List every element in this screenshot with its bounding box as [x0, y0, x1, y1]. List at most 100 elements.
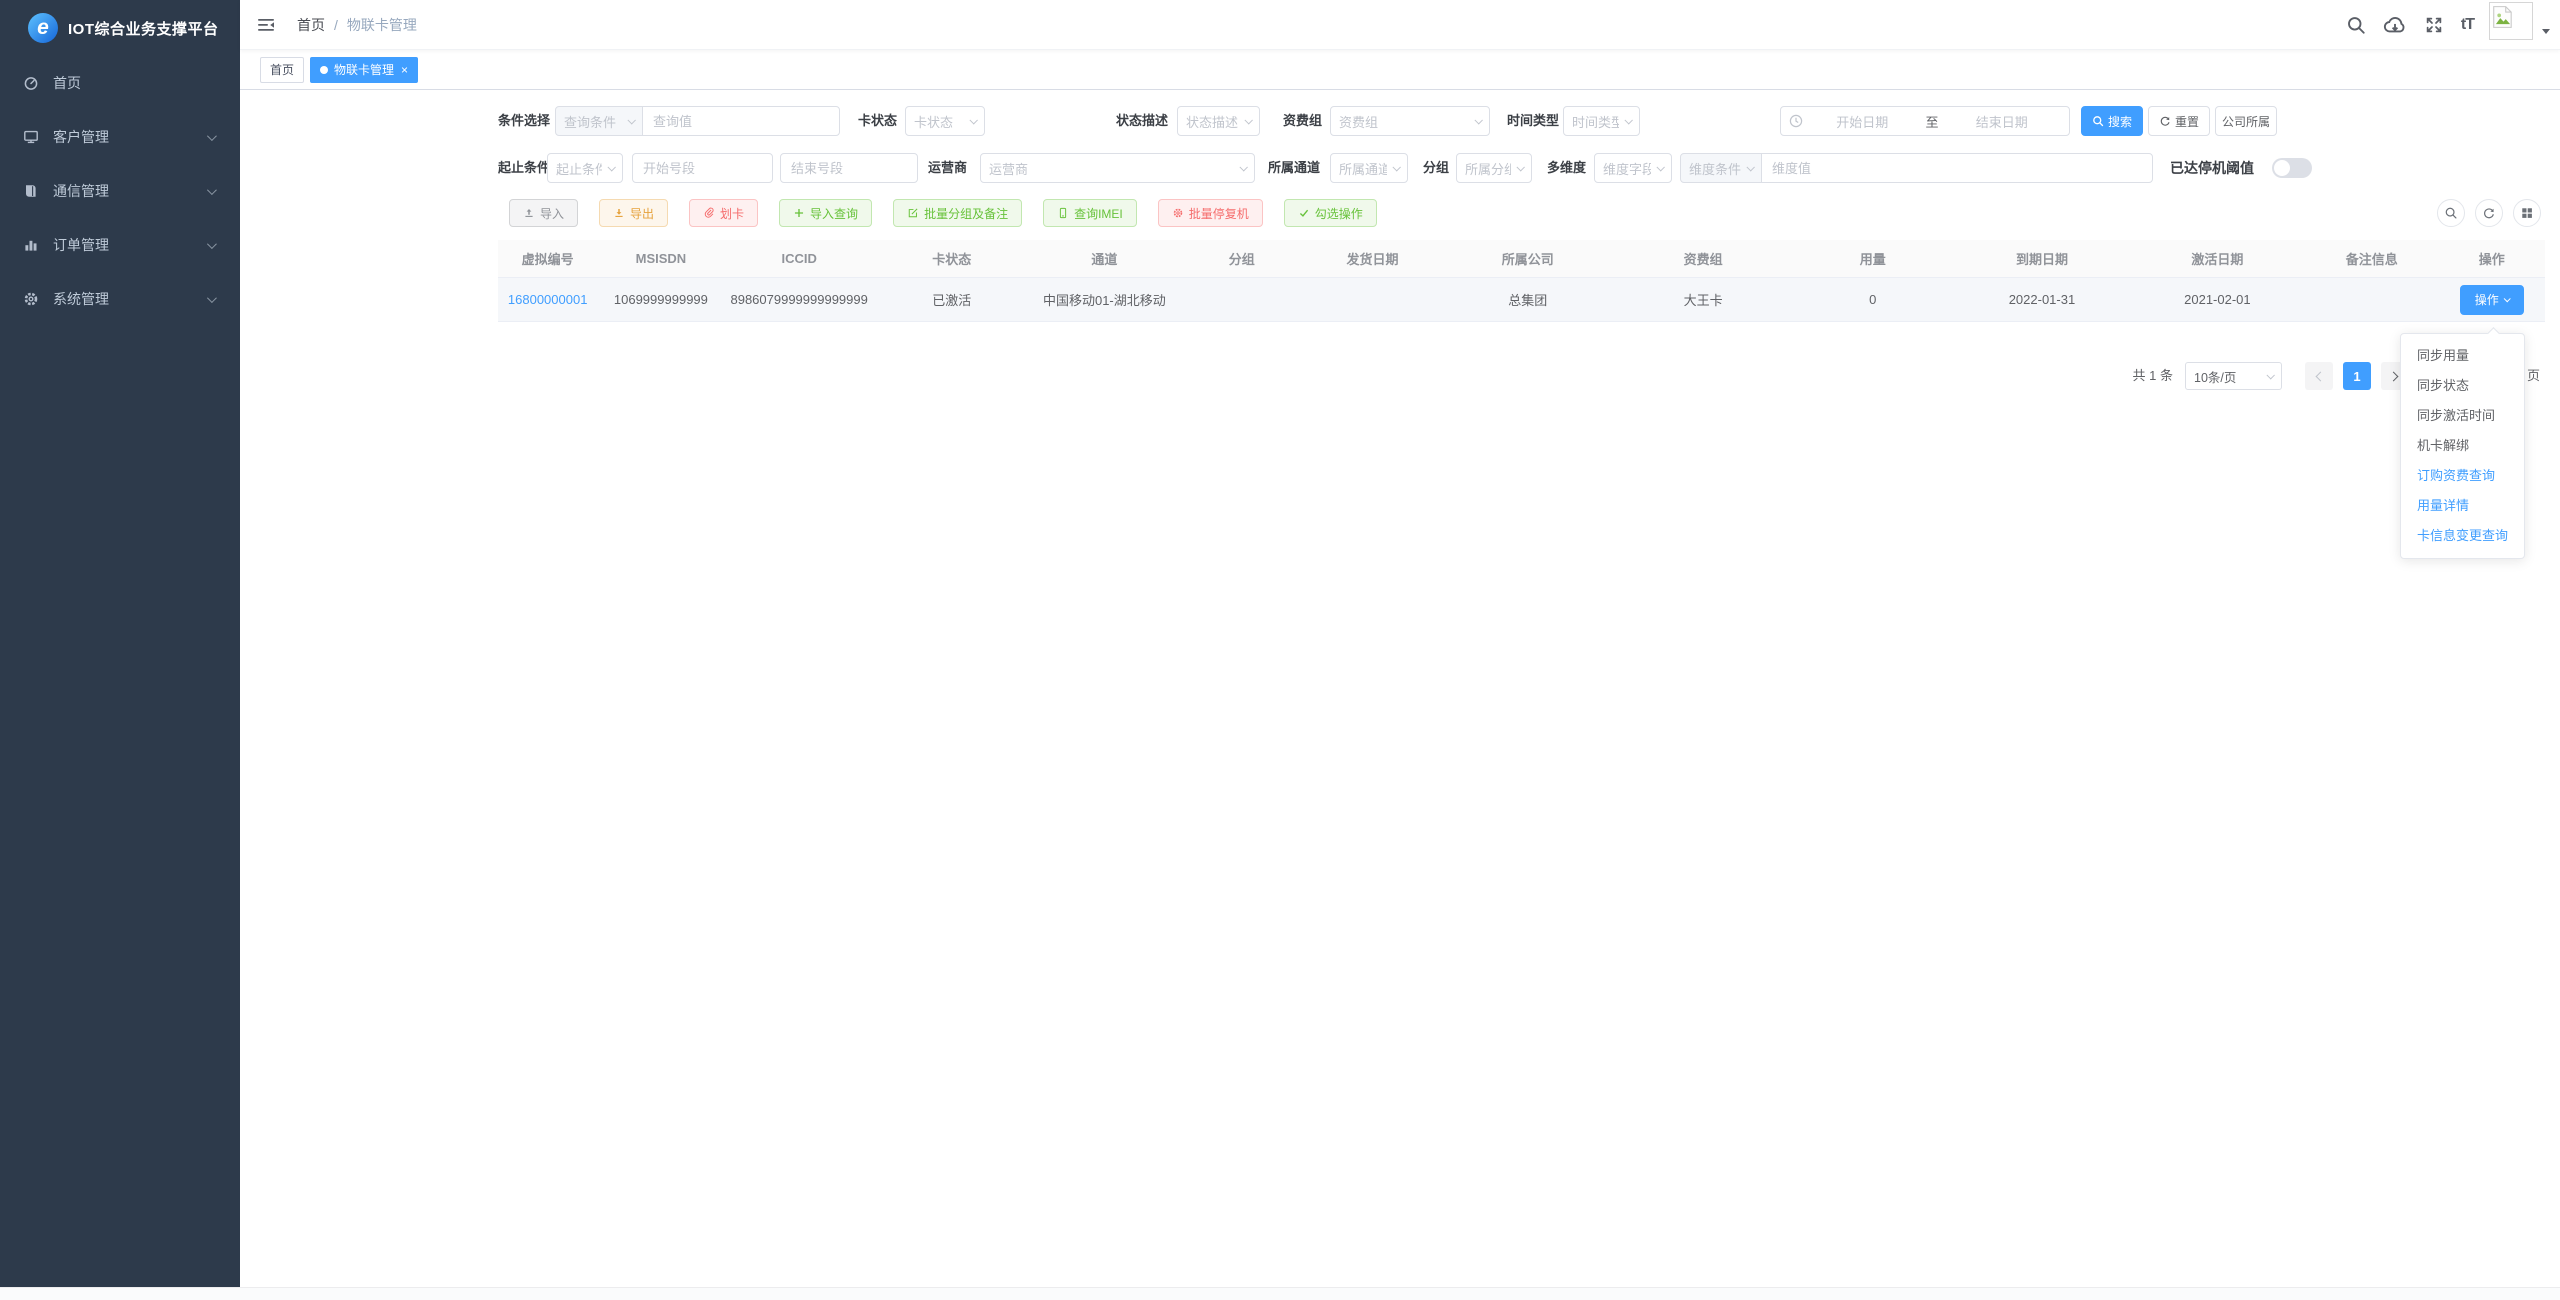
query-condition-select[interactable]: 查询条件	[555, 106, 643, 136]
sidebar-toggle-icon[interactable]	[257, 16, 275, 34]
action-button-label: 操作	[2474, 293, 2499, 307]
reset-button[interactable]: 重置	[2148, 106, 2210, 136]
operator-select[interactable]: 运营商	[980, 153, 1255, 183]
menu-item-usage-detail[interactable]: 用量详情	[2417, 498, 2470, 513]
fee-group-select[interactable]: 资费组	[1330, 106, 1490, 136]
monitor-icon	[24, 130, 38, 144]
row-action-dropdown: 同步用量 同步状态 同步激活时间 机卡解绑 订购资费查询 用量详情 卡信息变更查…	[2400, 327, 2525, 559]
tab-home[interactable]: 首页	[260, 56, 305, 83]
assign-card-button[interactable]: 划卡	[689, 199, 759, 227]
check-icon	[1299, 209, 1308, 217]
search-icon[interactable]	[2346, 15, 2366, 35]
sidebar-item-system-mgmt[interactable]: 系统管理	[0, 272, 240, 326]
start-number-input[interactable]	[632, 153, 773, 183]
chevron-down-icon	[1392, 163, 1401, 172]
range-condition-select[interactable]: 起止条件	[547, 153, 623, 183]
threshold-toggle[interactable]	[2272, 158, 2312, 178]
breadcrumb: 首页 / 物联卡管理	[297, 0, 417, 50]
batch-group-remark-button[interactable]: 批量分组及备注	[893, 199, 1023, 227]
channel-select[interactable]: 所属通道	[1330, 153, 1408, 183]
import-query-button[interactable]: 导入查询	[779, 199, 873, 227]
sidebar-item-label: 通信管理	[53, 183, 109, 199]
font-size-icon[interactable]: tT	[2460, 16, 2475, 33]
date-range-input[interactable]: 开始日期 至 结束日期	[1780, 106, 2070, 136]
time-type-select[interactable]: 时间类型	[1563, 106, 1640, 136]
iccid-cell: 8986079999999999999	[730, 292, 868, 307]
select-placeholder: 时间类型	[1572, 114, 1619, 130]
cloud-download-icon[interactable]	[2383, 13, 2407, 37]
batch-suspend-resume-button[interactable]: 批量停复机	[1157, 199, 1263, 227]
action-button-row: 导入 导出 划卡 导入查询 批量分组及备注 查询IMEI	[498, 199, 2545, 227]
group-select[interactable]: 所属分组	[1456, 153, 1532, 183]
jump-page-suffix: 页	[2526, 368, 2540, 383]
book-icon	[26, 185, 36, 197]
clock-icon	[1789, 114, 1803, 128]
dim-field-select[interactable]: 维度字段	[1594, 153, 1672, 183]
sidebar-item-customer-mgmt[interactable]: 客户管理	[0, 110, 240, 164]
check-operation-button[interactable]: 勾选操作	[1283, 199, 1377, 227]
chevron-left-icon	[2315, 371, 2326, 381]
menu-item-unbind-device[interactable]: 机卡解绑	[2417, 438, 2470, 453]
caret-down-icon[interactable]	[2542, 28, 2550, 34]
status-desc-label: 状态描述	[1116, 113, 1169, 128]
query-imei-button[interactable]: 查询IMEI	[1043, 199, 1137, 227]
select-placeholder: 起止条件	[556, 161, 602, 177]
operator-label: 运营商	[928, 160, 968, 175]
logo-icon: e	[28, 13, 58, 43]
column-header: 资费组	[1683, 252, 1723, 267]
row-action-button[interactable]: 操作	[2459, 284, 2524, 315]
status-desc-select[interactable]: 状态描述	[1177, 106, 1260, 136]
horizontal-scrollbar[interactable]	[0, 1287, 2560, 1300]
button-label: 批量分组及备注	[924, 206, 1009, 221]
menu-item-sync-activation-time[interactable]: 同步激活时间	[2417, 408, 2496, 423]
button-label: 划卡	[720, 206, 745, 221]
sidebar-item-comm-mgmt[interactable]: 通信管理	[0, 164, 240, 218]
menu-item-card-info-change-query[interactable]: 卡信息变更查询	[2417, 528, 2509, 543]
select-placeholder: 运营商	[989, 161, 1029, 177]
table-refresh-button[interactable]	[2475, 199, 2503, 227]
import-button[interactable]: 导入	[509, 199, 579, 227]
menu-item-sync-status[interactable]: 同步状态	[2417, 378, 2470, 393]
table-search-button[interactable]	[2437, 199, 2465, 227]
close-icon[interactable]: ×	[401, 62, 409, 77]
dim-condition-select[interactable]: 维度条件	[1680, 153, 1762, 183]
page-number-1[interactable]: 1	[2343, 362, 2371, 390]
sidebar-item-home[interactable]: 首页	[0, 56, 240, 110]
prev-page-button[interactable]	[2305, 362, 2333, 390]
menu-item-sync-usage[interactable]: 同步用量	[2417, 348, 2470, 363]
condition-select-label: 条件选择	[498, 113, 551, 128]
query-value-input[interactable]	[642, 106, 840, 136]
filter-row-1: 条件选择 查询条件 卡状态 卡状态 状态描述 状态描述 资费组 资费组 时间类型…	[498, 106, 2545, 136]
expire-date-cell: 2022-01-31	[2008, 292, 2076, 307]
card-status-select[interactable]: 卡状态	[905, 106, 985, 136]
avatar[interactable]	[2489, 2, 2533, 40]
tab-iot-card-mgmt[interactable]: 物联卡管理 ×	[310, 56, 419, 83]
channel-label: 所属通道	[1268, 160, 1321, 175]
chevron-down-icon	[1624, 116, 1633, 125]
virtual-id-link[interactable]: 16800000001	[507, 292, 588, 307]
chevron-down-icon	[206, 184, 217, 195]
date-to-label: 至	[1925, 114, 1939, 130]
tab-label: 物联卡管理	[334, 63, 395, 77]
sidebar-item-order-mgmt[interactable]: 订单管理	[0, 218, 240, 272]
top-navbar: 首页 / 物联卡管理 tT	[240, 0, 2560, 50]
page-size-select[interactable]: 10条/页	[2185, 362, 2282, 390]
refresh-icon	[2160, 116, 2170, 126]
column-header: ICCID	[781, 251, 817, 266]
menu-item-fee-order-query[interactable]: 订购资费查询	[2417, 468, 2496, 483]
column-settings-button[interactable]	[2513, 199, 2541, 227]
select-placeholder: 所属通道	[1339, 161, 1387, 177]
dim-value-input[interactable]	[1761, 153, 2153, 183]
search-button[interactable]: 搜索	[2081, 106, 2143, 136]
company-filter-button[interactable]: 公司所属	[2215, 106, 2277, 136]
column-header: MSISDN	[635, 251, 687, 266]
reset-button-label: 重置	[2174, 114, 2199, 129]
table-row: 16800000001 1069999999999 89860799999999…	[498, 278, 2545, 322]
breadcrumb-home[interactable]: 首页	[297, 17, 325, 33]
fullscreen-icon[interactable]	[2424, 15, 2444, 35]
chevron-down-icon	[1746, 163, 1755, 172]
column-header: 虚拟编号	[521, 252, 574, 267]
export-button[interactable]: 导出	[599, 199, 669, 227]
end-number-input[interactable]	[780, 153, 918, 183]
sidebar-item-label: 首页	[53, 75, 81, 91]
